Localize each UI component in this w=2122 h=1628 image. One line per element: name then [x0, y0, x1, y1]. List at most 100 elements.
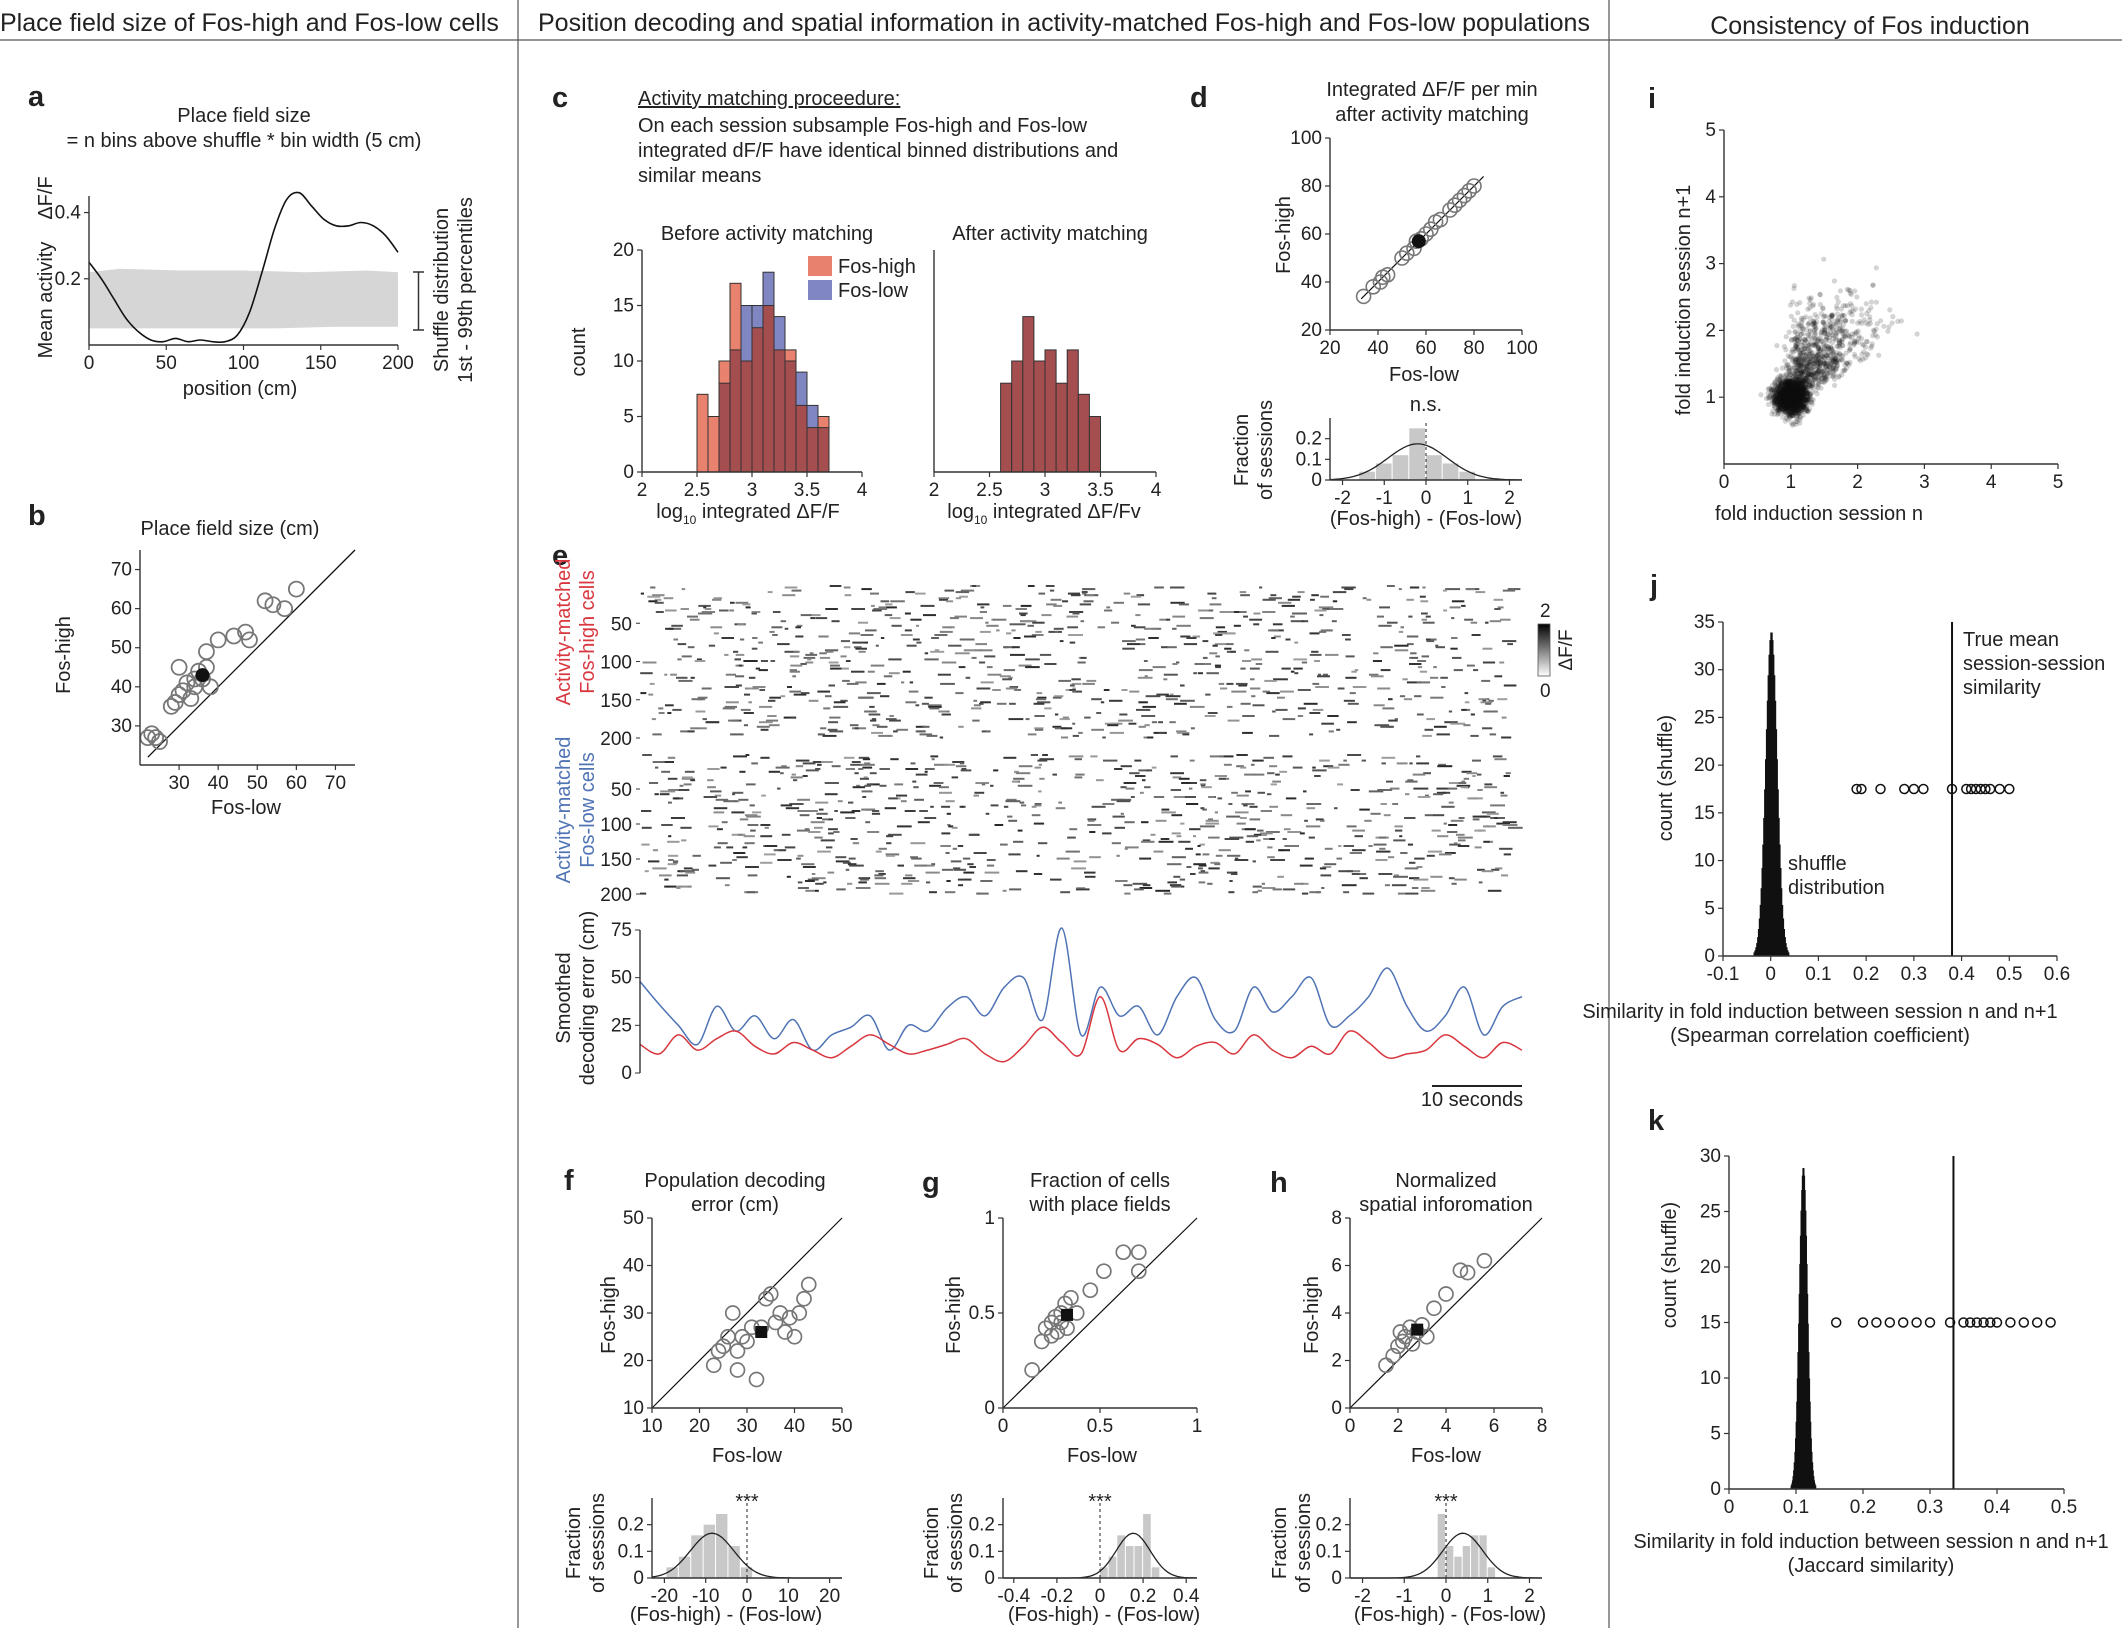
panel-e-high-event	[1156, 693, 1169, 696]
panel-e-high-event	[1070, 594, 1081, 597]
scatter-point	[1788, 402, 1794, 408]
scatter-point	[1783, 395, 1789, 401]
bar-after	[1066, 349, 1079, 473]
scatter-point	[1789, 402, 1795, 408]
bar-before-top	[707, 416, 720, 473]
panel-e-high-event	[800, 663, 807, 665]
panel-e-high-event	[1180, 699, 1195, 702]
scatter-point	[1792, 395, 1798, 401]
scatter-point	[1797, 420, 1803, 426]
panel-e-high-event	[1217, 630, 1227, 633]
scatter-point	[1790, 387, 1796, 393]
panel-j-x-tick-label: 0.4	[1948, 964, 1975, 985]
panel-g-data-point	[1049, 1324, 1066, 1340]
scatter-point	[1785, 391, 1791, 397]
scatter-point	[1787, 400, 1794, 407]
panel-f-inset-x-tick-label: 0	[742, 1586, 753, 1607]
scatter-point	[1781, 396, 1787, 402]
scatter-point	[1788, 393, 1794, 399]
scatter-point	[1795, 398, 1801, 405]
panel-h-inset-x-tick-label: 0	[1441, 1586, 1452, 1607]
scatter-point	[1794, 383, 1800, 389]
scatter-point	[1773, 386, 1780, 392]
scatter-point	[1780, 386, 1786, 392]
scatter-point	[1773, 390, 1779, 396]
scatter-point	[1776, 396, 1782, 402]
scatter-point	[1782, 395, 1788, 402]
scatter-point	[1798, 389, 1804, 395]
scatter-point	[1788, 393, 1794, 399]
panel-g-x-tick-label: 0	[998, 1416, 1009, 1437]
panel-e-low-event	[1234, 859, 1249, 861]
panel-e-high-event	[819, 652, 827, 655]
scatter-point	[1781, 403, 1787, 409]
data-point	[1432, 211, 1449, 228]
scatter-point	[1782, 399, 1788, 405]
panel-k-session-point	[1911, 1317, 1922, 1328]
scatter-point	[1836, 374, 1842, 380]
scatter-point	[1783, 387, 1789, 393]
panel-e-high-event	[824, 649, 839, 652]
panel-e-low-event	[1116, 800, 1131, 803]
scatter-point	[1786, 394, 1793, 400]
panel-e-high-event	[759, 721, 773, 724]
panel-e-high-event	[1297, 715, 1304, 717]
panel-e-high-event	[1045, 585, 1055, 587]
scatter-point	[1782, 398, 1789, 405]
panel-e-low-event	[1352, 829, 1365, 832]
scatter-point	[1794, 387, 1800, 393]
scatter-point	[1872, 332, 1878, 338]
panel-e-high-event	[1159, 618, 1168, 621]
scatter-point	[1786, 393, 1792, 399]
panel-e-low-event	[1200, 783, 1206, 786]
panel-e-high-event	[1133, 626, 1146, 629]
scatter-point	[1790, 390, 1796, 396]
scatter-point	[1797, 394, 1803, 401]
scatter-point	[1781, 390, 1787, 396]
panel-e-low-event	[1038, 763, 1042, 766]
scatter-point	[1798, 389, 1804, 395]
panel-e-high-event	[1430, 696, 1444, 699]
panel-e-low-event	[865, 808, 875, 811]
scatter-point	[1788, 391, 1794, 397]
panel-k-session-point	[1897, 1317, 1909, 1328]
panel-a-x-tick-label: 200	[382, 353, 414, 374]
scatter-point	[1779, 407, 1786, 413]
scatter-point	[1790, 401, 1796, 407]
panel-e-high-event	[829, 716, 841, 719]
scatter-point	[1794, 396, 1800, 402]
scatter-point	[1783, 403, 1789, 409]
scatter-point	[1790, 393, 1796, 399]
panel-e-high-event	[876, 682, 886, 685]
scatter-point	[1784, 400, 1790, 407]
panel-e-high-event	[1240, 667, 1246, 670]
scatter-point	[1780, 379, 1786, 386]
panel-h-inset-xlabel: (Fos-high) - (Fos-low)	[1354, 1604, 1546, 1626]
scatter-point	[1790, 389, 1796, 395]
scatter-point	[1795, 394, 1801, 400]
panel-e-high-event	[1297, 689, 1311, 691]
panel-e-high-event	[815, 617, 828, 620]
panel-e-high-event	[1152, 666, 1166, 669]
panel-a-x-tick-label: 150	[305, 353, 337, 374]
scatter-point	[1789, 398, 1795, 404]
panel-e-high-event	[668, 627, 682, 630]
scatter-point	[1785, 401, 1791, 407]
panel-e-high-event	[930, 650, 945, 653]
scatter-point	[1778, 396, 1784, 402]
scatter-point	[1783, 381, 1789, 387]
scatter-point	[1786, 396, 1792, 402]
scatter-point	[1782, 403, 1788, 409]
scatter-point	[1791, 394, 1797, 400]
scatter-point	[1858, 306, 1864, 312]
scatter-point	[1787, 378, 1793, 384]
scatter-point	[1786, 385, 1793, 392]
scatter-point	[1781, 384, 1787, 390]
panel-e-low-event	[1074, 776, 1083, 779]
scatter-point	[1786, 384, 1792, 390]
scatter-point	[1788, 397, 1794, 403]
scatter-point	[1796, 377, 1802, 383]
panel-e-high-event	[1414, 695, 1422, 698]
scatter-point	[1781, 400, 1787, 406]
